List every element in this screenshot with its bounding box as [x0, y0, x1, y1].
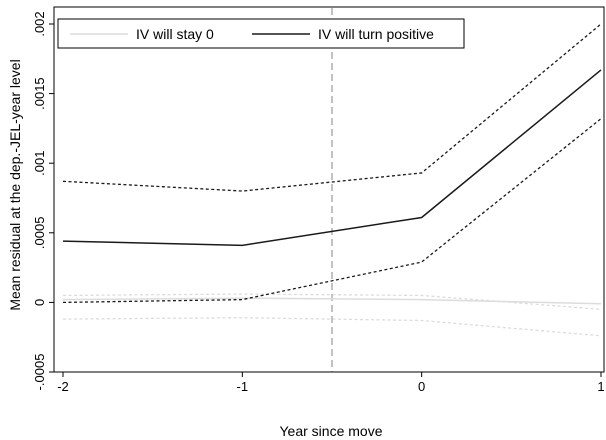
x-tick-label: -2: [57, 379, 69, 394]
plot-area: [62, 8, 602, 372]
y-tick-label: -.0005: [32, 354, 47, 391]
x-axis-title: Year since move: [280, 423, 383, 439]
x-tick-label: 1: [597, 379, 604, 394]
y-tick-label: .002: [32, 11, 47, 36]
ci-lower-turn-positive: [62, 118, 602, 304]
series-line-turn-positive: [62, 69, 602, 247]
legend-label-turn-positive: IV will turn positive: [318, 26, 434, 42]
axes: -2 -1 0 1 -.0005 0 .0005 .001 .0015 .002: [32, 6, 605, 394]
y-tick-label: .0015: [32, 77, 47, 110]
x-tick-label: 0: [418, 379, 425, 394]
ci-upper-turn-positive: [62, 23, 602, 192]
y-tick-label: .001: [32, 151, 47, 176]
y-axis-title: Mean residual at the dep.-JEL-year level: [7, 59, 23, 310]
ci-lower-stay-zero: [62, 317, 602, 337]
y-tick-label: .0005: [32, 217, 47, 250]
x-tick-label: -1: [237, 379, 249, 394]
legend: IV will stay 0 IV will turn positive: [57, 18, 465, 49]
plot-frame: [53, 6, 605, 373]
series-line-stay-zero: [62, 297, 602, 305]
y-tick-label: 0: [32, 299, 47, 306]
ci-upper-stay-zero: [62, 293, 602, 311]
legend-label-stay-zero: IV will stay 0: [136, 26, 214, 42]
